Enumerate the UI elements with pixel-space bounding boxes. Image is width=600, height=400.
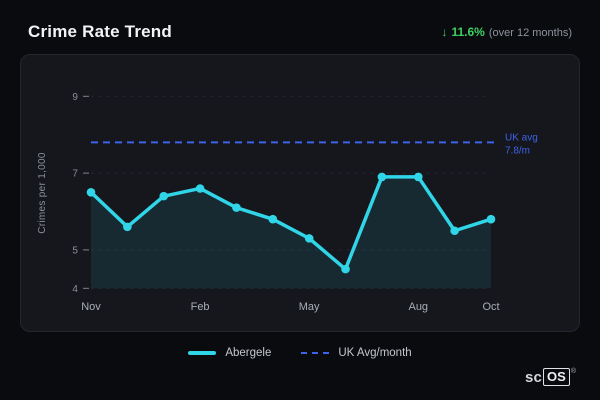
registered-mark-icon: ® — [570, 368, 576, 375]
abergele-line-swatch — [188, 351, 217, 355]
uk-avg-dashed-swatch — [301, 352, 330, 354]
logo-box: OS — [543, 368, 570, 386]
down-arrow-icon: ↓ — [441, 25, 448, 39]
legend-item-abergele[interactable]: Abergele — [188, 347, 271, 359]
svg-text:May: May — [299, 301, 320, 313]
page-title: Crime Rate Trend — [28, 22, 172, 41]
legend-label-uk-avg: UK Avg/month — [338, 347, 412, 359]
scos-logo: sc OS ® — [525, 368, 576, 386]
chart-card: Crimes per 1,000 9 7 5 4 Nov Feb May Aug Oct UK a… — [20, 54, 580, 332]
svg-text:7.8/m: 7.8/m — [505, 145, 530, 156]
svg-text:Feb: Feb — [191, 301, 210, 313]
trend-percentage: 11.6% — [451, 25, 485, 39]
svg-text:5: 5 — [72, 245, 78, 256]
logo-prefix: sc — [524, 368, 543, 386]
chart-legend: Abergele UK Avg/month — [0, 344, 600, 362]
svg-text:Aug: Aug — [408, 301, 428, 313]
trend-stat: ↓ 11.6% (over 12 months) — [441, 25, 572, 39]
svg-text:7: 7 — [72, 169, 78, 180]
svg-text:9: 9 — [72, 92, 78, 103]
header: Crime Rate Trend ↓ 11.6% (over 12 months… — [0, 0, 600, 54]
svg-text:Oct: Oct — [482, 301, 499, 313]
svg-text:Nov: Nov — [81, 301, 101, 313]
legend-label-abergele: Abergele — [225, 347, 272, 359]
svg-text:UK avg: UK avg — [505, 132, 538, 143]
legend-item-uk-avg[interactable]: UK Avg/month — [301, 347, 412, 359]
svg-text:4: 4 — [72, 284, 78, 295]
trend-caption: (over 12 months) — [488, 27, 572, 39]
